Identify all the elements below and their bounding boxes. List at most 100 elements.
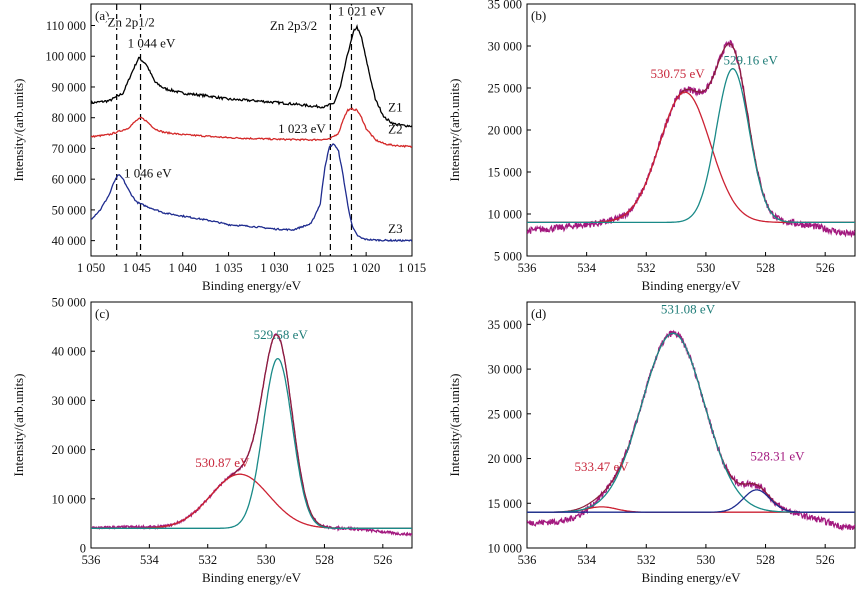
- y-tick-label: 25 000: [488, 82, 522, 96]
- x-tick-label: 1 035: [215, 261, 243, 275]
- plot-area: [527, 39, 855, 239]
- y-tick-label: 10 000: [488, 542, 522, 556]
- fit-component-line: [91, 473, 412, 529]
- panel-label: (b): [531, 8, 546, 23]
- fit-component-line: [527, 489, 855, 513]
- panel-label: (a): [95, 8, 109, 23]
- fit-component-line: [91, 357, 412, 529]
- y-tick-label: 60 000: [52, 173, 86, 187]
- peak-annotation: 528.31 eV: [750, 448, 805, 463]
- panel-label: (c): [95, 306, 109, 321]
- plot-area: [91, 4, 412, 256]
- plot-frame: [526, 3, 856, 257]
- x-tick-label: 1 030: [260, 261, 288, 275]
- x-tick-label: 528: [315, 553, 334, 567]
- x-tick-label: 1 040: [169, 261, 197, 275]
- y-tick-label: 80 000: [52, 111, 86, 125]
- peak-annotation: 1 021 eV: [338, 4, 386, 19]
- raw-spectrum-line: [527, 39, 855, 239]
- panel-d: 536 534 532 530 528 526 10 000 15 000 20 000 25 0…: [447, 301, 856, 585]
- plot-area: [91, 332, 412, 537]
- series-line-z1: [91, 24, 412, 128]
- x-tick-label: 1 015: [398, 261, 426, 275]
- series-label: Z1: [388, 100, 402, 115]
- peak-annotation: 533.47 eV: [574, 459, 629, 474]
- x-tick-label: 534: [140, 553, 160, 567]
- panel-label: (d): [531, 306, 546, 321]
- y-tick-label: 90 000: [52, 80, 86, 94]
- x-tick-label: 1 045: [123, 261, 151, 275]
- x-tick-label: 526: [373, 553, 392, 567]
- y-tick-label: 15 000: [488, 166, 522, 180]
- x-tick-label: 536: [518, 261, 537, 275]
- x-axis-label: Binding energy/eV: [202, 278, 302, 293]
- series-label: Z2: [388, 122, 402, 137]
- fit-envelope-line: [91, 334, 412, 529]
- x-tick-label: 532: [637, 553, 656, 567]
- y-tick-label: 50 000: [52, 203, 86, 217]
- x-tick-label: 534: [577, 553, 597, 567]
- x-tick-label: 528: [756, 553, 775, 567]
- x-tick-label: 530: [697, 261, 716, 275]
- y-tick-label: 20 000: [488, 124, 522, 138]
- peak-annotation: 529.58 eV: [254, 327, 309, 342]
- fit-component-line: [527, 332, 855, 513]
- y-axis-label: Intensity/(arb.units): [447, 79, 462, 182]
- peak-annotation: 529.16 eV: [724, 52, 779, 67]
- y-tick-label: 40 000: [52, 234, 86, 248]
- x-tick-label: 530: [697, 553, 716, 567]
- peak-annotation: 531.08 eV: [661, 302, 716, 317]
- x-tick-label: 534: [577, 261, 597, 275]
- panel-c: 536 534 532 530 528 526 0 10 000 20 000 30 000 40 …: [11, 296, 413, 585]
- series-line-z3: [91, 143, 412, 243]
- y-tick-label: 50 000: [52, 296, 86, 310]
- y-tick-label: 35 000: [488, 318, 522, 332]
- y-tick-label: 30 000: [52, 394, 86, 408]
- x-tick-label: 530: [257, 553, 276, 567]
- x-tick-label: 532: [198, 553, 217, 567]
- panel-b: 536 534 532 530 528 526 5 000 10 000 15 000 20 00…: [447, 0, 856, 293]
- peak-annotation: 1 023 eV: [278, 121, 326, 136]
- peak-annotation: 530.87 eV: [195, 455, 250, 470]
- peak-annotation: Zn 2p3/2: [270, 18, 317, 33]
- y-tick-label: 0: [80, 542, 86, 556]
- x-tick-label: 536: [518, 553, 537, 567]
- y-tick-label: 30 000: [488, 40, 522, 54]
- plot-area: [527, 329, 855, 531]
- y-tick-label: 20 000: [52, 443, 86, 457]
- raw-spectrum-line: [91, 332, 412, 537]
- x-axis-label: Binding energy/eV: [641, 278, 741, 293]
- series-line-z2: [91, 107, 412, 149]
- y-tick-label: 25 000: [488, 407, 522, 421]
- y-axis-label: Intensity/(arb.units): [447, 374, 462, 477]
- peak-annotation: 1 046 eV: [124, 166, 172, 181]
- peak-annotation: Zn 2p1/2: [108, 14, 155, 29]
- x-tick-label: 526: [816, 553, 835, 567]
- x-axis-label: Binding energy/eV: [641, 570, 741, 585]
- y-tick-label: 100 000: [45, 50, 86, 64]
- y-tick-label: 70 000: [52, 142, 86, 156]
- y-tick-label: 20 000: [488, 452, 522, 466]
- x-axis-label: Binding energy/eV: [202, 570, 302, 585]
- fit-component-line: [527, 68, 855, 224]
- y-tick-label: 10 000: [52, 492, 86, 506]
- peak-annotation: 530.75 eV: [650, 66, 705, 81]
- x-tick-label: 536: [82, 553, 101, 567]
- x-tick-label: 528: [756, 261, 775, 275]
- panel-a: 1 050 1 045 1 040 1 035 1 030 1 025 1 020 1 015…: [11, 2, 426, 293]
- y-tick-label: 110 000: [46, 19, 86, 33]
- y-tick-label: 10 000: [488, 208, 522, 222]
- plot-frame: [90, 301, 413, 549]
- x-tick-label: 1 020: [352, 261, 380, 275]
- peak-annotation: 1 044 eV: [128, 36, 176, 51]
- y-tick-label: 5 000: [494, 250, 522, 264]
- x-tick-label: 526: [816, 261, 835, 275]
- y-tick-label: 15 000: [488, 497, 522, 511]
- x-tick-label: 1 025: [306, 261, 334, 275]
- plot-frame: [90, 3, 413, 257]
- fit-component-line: [527, 91, 855, 224]
- y-axis-label: Intensity/(arb.units): [11, 79, 26, 182]
- x-tick-label: 1 050: [77, 261, 105, 275]
- y-tick-label: 35 000: [488, 0, 522, 12]
